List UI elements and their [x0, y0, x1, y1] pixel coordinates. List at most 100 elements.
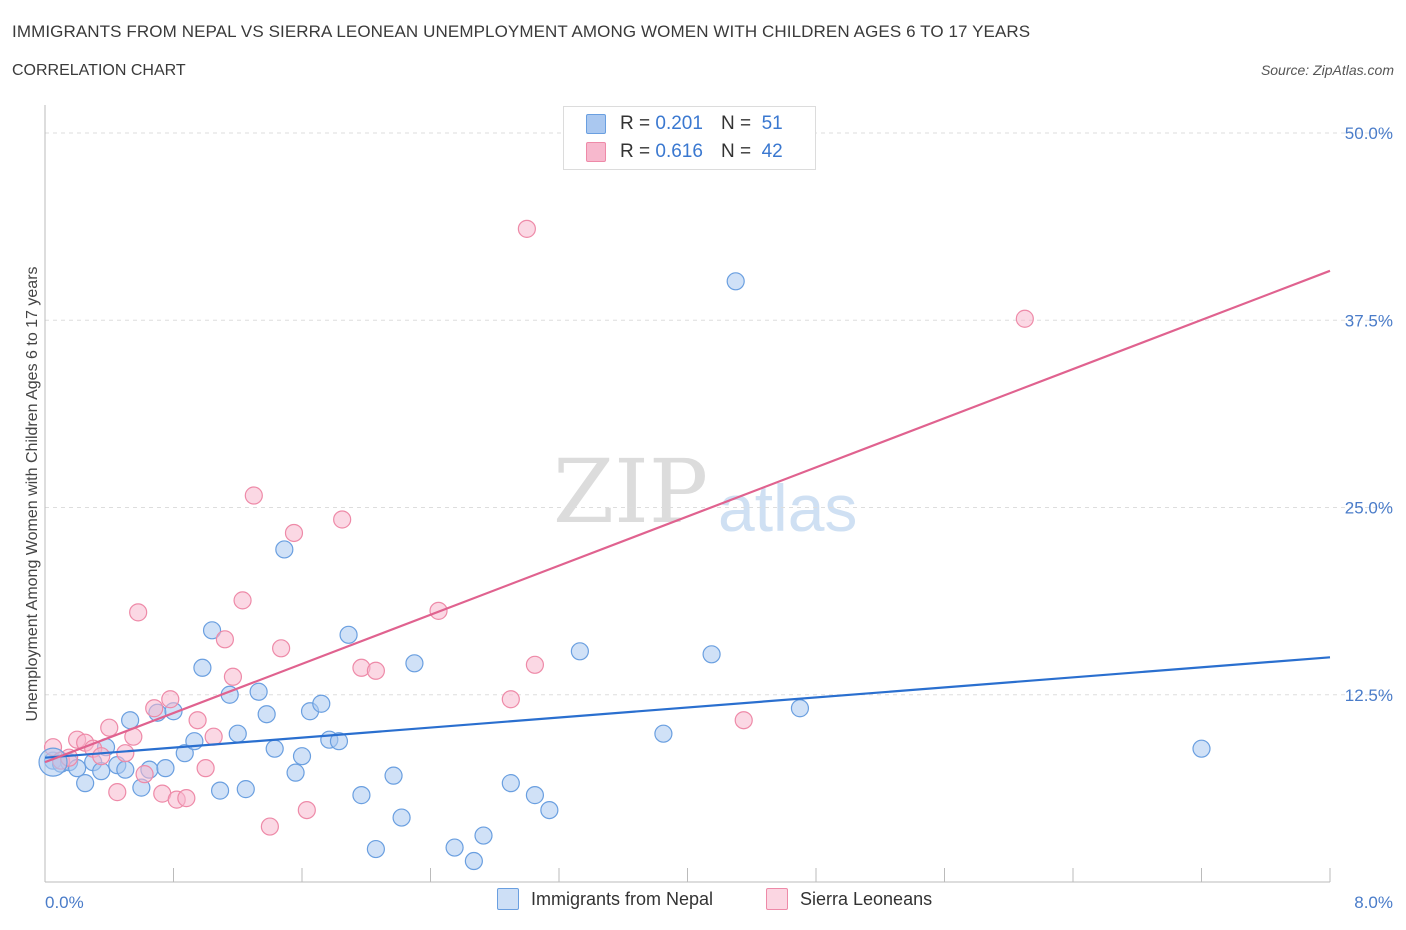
y-tick-label: 50.0%	[1345, 124, 1393, 143]
axes	[44, 105, 1331, 883]
nepal-point	[540, 800, 559, 820]
sierra-leone-point	[145, 699, 164, 718]
sierra-leone-point	[204, 727, 223, 746]
watermark-zip: ZIP	[553, 440, 709, 543]
series-legend: Immigrants from Nepal Sierra Leoneans	[0, 888, 1406, 916]
sierra-leone-point	[525, 655, 545, 674]
y-tick-label: 12.5%	[1345, 686, 1393, 705]
nepal-point	[236, 780, 255, 799]
nepal-point	[312, 694, 331, 713]
nepal-point	[265, 739, 284, 758]
nepal-point	[702, 645, 721, 664]
legend-r-value: 0.616	[655, 141, 703, 162]
nepal-point	[339, 625, 358, 644]
chart-title: IMMIGRANTS FROM NEPAL VS SIERRA LEONEAN …	[12, 22, 1031, 41]
nepal-point	[275, 540, 294, 559]
sierra-leone-trend-line	[44, 269, 1331, 764]
sierra-leone-point	[272, 639, 291, 658]
legend-label-nepal: Immigrants from Nepal	[531, 888, 714, 909]
nepal-point	[249, 682, 268, 701]
nepal-trend-line	[44, 656, 1331, 759]
sierra-leone-point	[244, 486, 263, 505]
sierra-leone-point	[284, 523, 304, 543]
nepal-point	[292, 747, 312, 766]
sierra-leone-point	[223, 667, 243, 686]
nepal-point	[210, 781, 230, 800]
legend-n-value: 51	[761, 113, 783, 134]
sierra-leone-point	[233, 591, 252, 610]
sierra-leone-point	[129, 603, 148, 622]
sierra-leone-point	[161, 690, 180, 709]
chart-subtitle: CORRELATION CHART	[12, 62, 186, 79]
nepal-point	[116, 760, 135, 779]
legend-n-label: N =	[720, 141, 752, 162]
sierra-leone-point	[100, 718, 119, 737]
trend-lines	[44, 269, 1331, 764]
legend-swatch-sierra-leone	[586, 142, 606, 162]
nepal-point	[405, 654, 424, 673]
nepal-point	[156, 759, 175, 778]
nepal-point	[257, 705, 276, 724]
nepal-point	[525, 786, 545, 805]
nepal-point	[286, 763, 305, 782]
legend-r-label: R =	[620, 113, 651, 134]
x-tick-label: 0.0%	[45, 893, 84, 912]
correlation-legend: R = 0.201 N = 51 R = 0.616 N = 42	[563, 106, 816, 170]
sierra-leone-point	[366, 661, 385, 680]
sierra-leone-point	[177, 789, 196, 808]
legend-swatch-nepal	[497, 888, 519, 910]
legend-row-nepal: R = 0.201 N = 51	[586, 112, 783, 136]
legend-r-label: R =	[620, 141, 651, 162]
sierra-leone-point	[260, 817, 279, 836]
sierra-leone-point	[333, 510, 352, 529]
nepal-point	[193, 658, 212, 677]
legend-r-value: 0.201	[655, 113, 703, 134]
legend-label-sierra-leone: Sierra Leoneans	[800, 888, 933, 909]
source-credit: Source: ZipAtlas.com	[1260, 62, 1394, 78]
sierra-leone-point	[116, 744, 135, 763]
nepal-point	[654, 724, 673, 743]
sierra-leone-point	[517, 219, 536, 238]
nepal-point	[392, 808, 411, 827]
gridlines	[45, 132, 1392, 696]
sierra-leone-point	[297, 800, 316, 820]
nepal-point	[366, 839, 385, 859]
nepal-point	[726, 272, 745, 291]
legend-n-value: 42	[761, 141, 783, 162]
y-tick-label: 25.0%	[1345, 499, 1393, 518]
y-tick-label: 37.5%	[1345, 311, 1393, 330]
sierra-leone-point	[196, 759, 215, 778]
legend-item-nepal[interactable]: Immigrants from Nepal	[497, 888, 713, 910]
x-tick-label: 8.0%	[1354, 893, 1393, 912]
nepal-point	[445, 838, 464, 857]
sierra-leone-point	[188, 711, 207, 730]
nepal-point	[474, 826, 493, 845]
nepal-point	[1192, 739, 1211, 758]
sierra-leone-point	[108, 783, 127, 802]
nepal-point	[570, 642, 589, 661]
nepal-point	[228, 724, 247, 743]
nepal-point	[352, 786, 371, 805]
sierra-leone-point	[215, 630, 234, 649]
tick-labels: 12.5% 25.0% 37.5% 50.0% 0.0% 8.0%	[45, 124, 1393, 912]
nepal-point	[384, 766, 403, 785]
legend-n-label: N =	[720, 113, 752, 134]
sierra-leone-point	[92, 747, 111, 766]
nepal-point	[329, 732, 349, 751]
legend-row-sierra-leone: R = 0.616 N = 42	[586, 140, 783, 164]
legend-item-sierra-leone[interactable]: Sierra Leoneans	[766, 888, 932, 910]
legend-swatch-nepal	[586, 114, 606, 134]
nepal-point	[464, 851, 483, 871]
nepal-point	[175, 744, 194, 763]
nepal-point	[38, 747, 68, 777]
sierra-leone-point	[734, 711, 753, 730]
nepal-point	[202, 621, 222, 640]
sierra-leone-point	[135, 765, 154, 784]
sierra-leone-point	[501, 690, 520, 709]
legend-swatch-sierra-leone	[766, 888, 788, 910]
data-points	[38, 219, 1211, 871]
y-axis-label: Unemployment Among Women with Children A…	[24, 266, 41, 721]
nepal-point	[76, 774, 95, 793]
sierra-leone-point	[1015, 309, 1034, 328]
